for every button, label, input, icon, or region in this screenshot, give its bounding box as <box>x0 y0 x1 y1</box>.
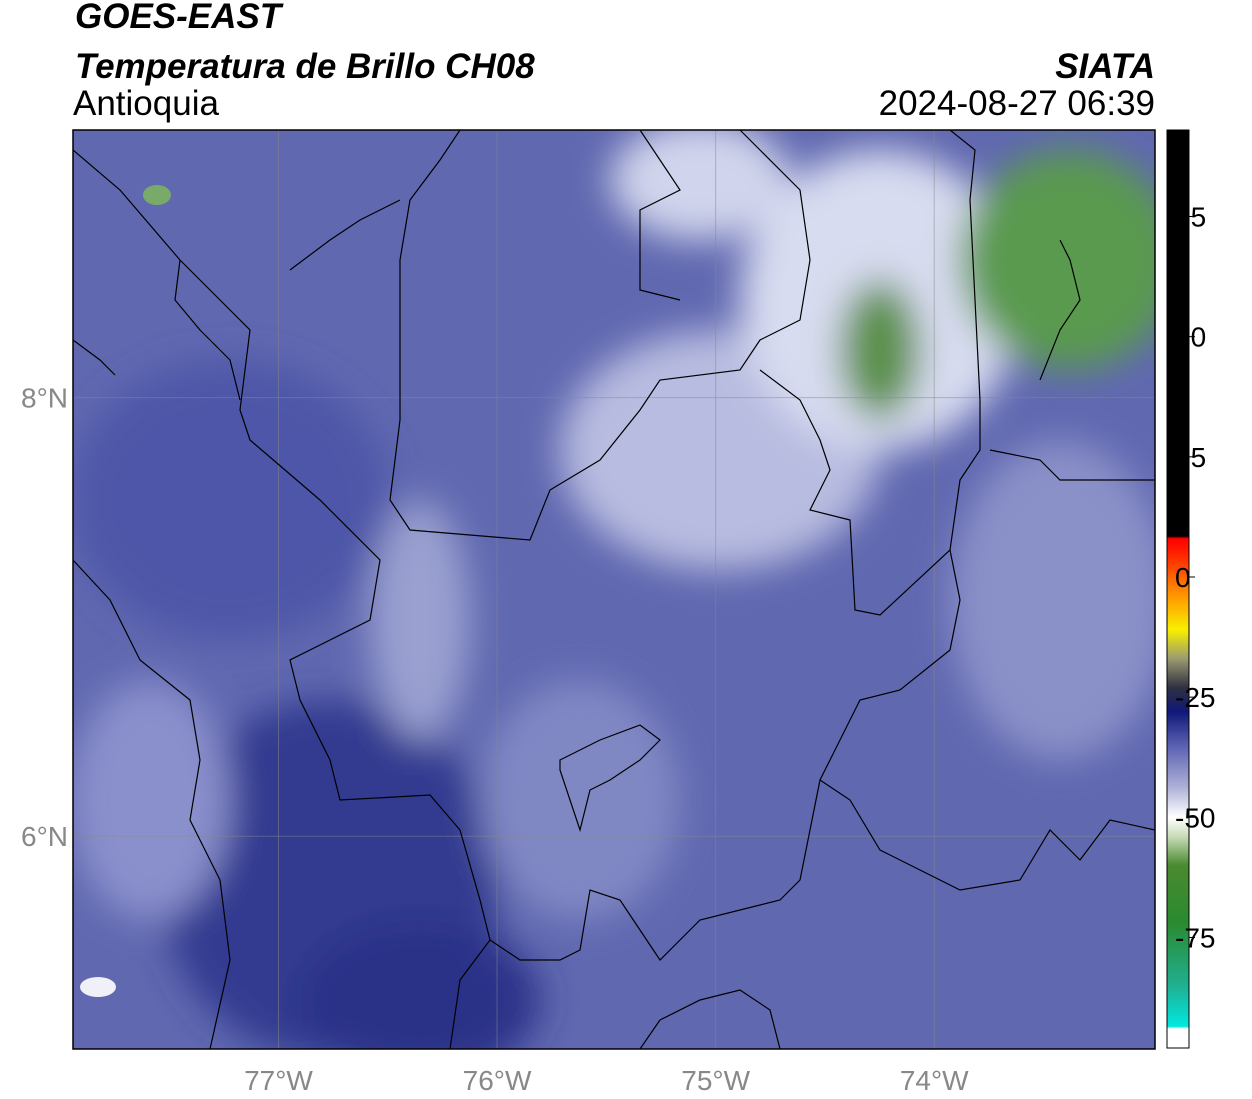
colorbar-tick-label: 75 <box>1175 202 1206 233</box>
colorbar <box>1166 129 1190 1049</box>
colorbar-tick-label: 50 <box>1175 322 1206 353</box>
colorbar-tick-label: 0 <box>1175 562 1191 593</box>
title: GOES-EAST <box>75 0 284 36</box>
y-tick-label: 8°N <box>21 383 68 414</box>
datetime: 2024-08-27 06:39 <box>879 84 1155 123</box>
imagery <box>73 130 1155 1049</box>
x-tick-label: 77°W <box>244 1065 313 1096</box>
graticule <box>73 130 1155 1049</box>
x-tick-label: 76°W <box>463 1065 532 1096</box>
x-tick-label: 75°W <box>681 1065 750 1096</box>
map-frame <box>72 129 1156 1050</box>
x-tick-label: 74°W <box>900 1065 969 1096</box>
y-tick-label: 6°N <box>21 821 68 852</box>
source: SIATA <box>1055 47 1155 86</box>
colorbar-tick-label: -50 <box>1175 802 1215 833</box>
colorbar-tick-label: -75 <box>1175 922 1215 953</box>
subtitle: Temperatura de Brillo CH08 <box>75 47 535 86</box>
colorbar-tick-label: 25 <box>1175 442 1206 473</box>
region: Antioquia <box>73 84 219 123</box>
boundaries <box>73 130 1155 1049</box>
colorbar-tick-label: -25 <box>1175 682 1215 713</box>
